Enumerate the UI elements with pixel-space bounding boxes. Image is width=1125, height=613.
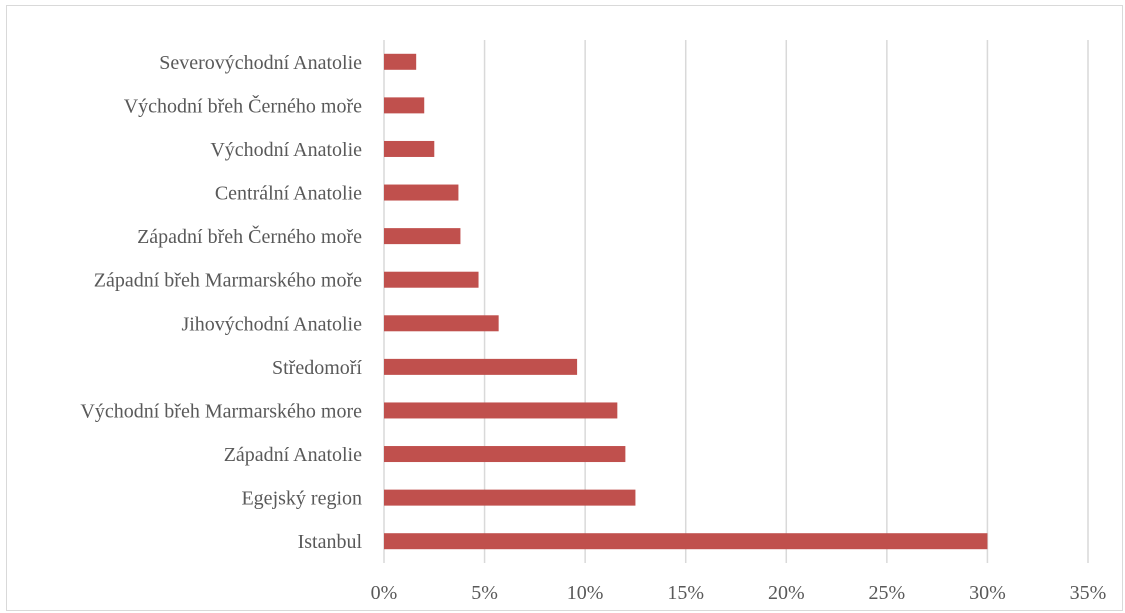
category-label: Severovýchodní Anatolie <box>159 52 362 74</box>
category-label: Východní břeh Marmarského more <box>80 400 362 422</box>
category-label: Egejský region <box>241 488 362 510</box>
bar <box>384 271 479 288</box>
bar <box>384 97 425 114</box>
gridlines <box>383 40 1089 563</box>
bar <box>384 489 636 506</box>
x-tick-label: 10% <box>567 582 604 604</box>
bar <box>384 140 435 157</box>
x-tick-label: 15% <box>667 582 704 604</box>
category-label: Centrální Anatolie <box>215 183 362 205</box>
category-label: Jihovýchodní Anatolie <box>181 313 362 335</box>
category-label: Západní Anatolie <box>224 444 362 466</box>
category-label: Východní Anatolie <box>210 139 362 161</box>
x-tick-label: 5% <box>471 582 498 604</box>
bar <box>384 358 578 375</box>
category-labels: Istanbul Egejský region Západní Anatolie Vý… <box>80 52 362 553</box>
bars <box>384 53 988 550</box>
chart-frame <box>6 5 1123 611</box>
x-tick-label: 35% <box>1070 582 1107 604</box>
x-tick-label: 25% <box>869 582 906 604</box>
category-label: Istanbul <box>298 531 363 553</box>
bar <box>384 315 499 332</box>
category-label: Východní břeh Černého moře <box>124 93 362 117</box>
bar <box>384 533 988 550</box>
x-tick-label: 30% <box>969 582 1006 604</box>
category-label: Západní břeh Marmarského moře <box>94 270 362 292</box>
bar <box>384 402 618 419</box>
x-tick-label: 0% <box>371 582 398 604</box>
category-label: Západní břeh Černého moře <box>137 224 362 248</box>
bar <box>384 228 461 245</box>
bar <box>384 446 626 463</box>
x-tick-labels: 0% 5% 10% 15% 20% 25% 30% 35% <box>371 582 1107 604</box>
bar <box>384 184 459 201</box>
bar <box>384 53 417 70</box>
category-label: Středomoří <box>272 357 362 379</box>
x-tick-label: 20% <box>768 582 805 604</box>
